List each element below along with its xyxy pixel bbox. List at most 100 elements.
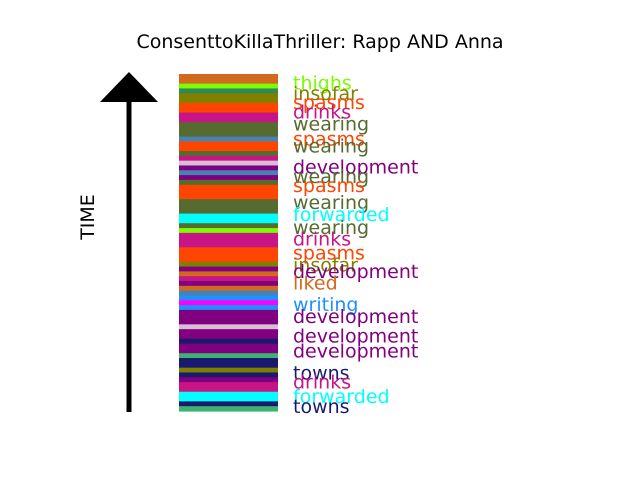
- band-label-wearing: wearing: [293, 166, 369, 188]
- band-label-drinks: drinks: [293, 228, 351, 250]
- band-spasms: [179, 102, 278, 109]
- band-drinks: [179, 382, 278, 388]
- band-development: [179, 175, 278, 181]
- band-towns: [179, 358, 278, 364]
- band-spasms: [179, 141, 278, 147]
- band-thighs: [179, 228, 278, 234]
- band-wearing: [179, 126, 278, 133]
- band-label-development: development: [293, 306, 418, 328]
- band-liked: [179, 74, 278, 80]
- band-wearing: [179, 151, 278, 157]
- band-spasms: [179, 194, 278, 200]
- band-strip: [179, 74, 278, 412]
- band-insofar: [179, 367, 278, 374]
- band-label-spasms: spasms: [293, 243, 365, 265]
- band-writing: [179, 305, 278, 311]
- band-forwarded: [179, 213, 278, 220]
- band-drinks: [179, 112, 278, 118]
- band-spasms: [179, 252, 278, 258]
- band-spasms: [179, 256, 278, 263]
- band-label-insofar: insofar: [293, 83, 358, 105]
- band-insofar: [179, 261, 278, 268]
- band-label-wearing: wearing: [293, 217, 369, 239]
- band-label-writing: writing: [293, 294, 358, 316]
- band-development: [179, 266, 278, 272]
- band-label-drinks: drinks: [293, 372, 351, 394]
- band-misc3: [179, 406, 278, 412]
- time-arrow-head: [100, 72, 158, 102]
- band-liked: [179, 78, 278, 85]
- band-writing: [179, 295, 278, 301]
- band-development: [179, 165, 278, 171]
- band-label-spasms: spasms: [293, 128, 365, 150]
- band-label-wearing: wearing: [293, 114, 369, 136]
- band-spasms: [179, 107, 278, 114]
- band-towns: [179, 401, 278, 407]
- band-wearing: [179, 203, 278, 210]
- band-forwarded: [179, 218, 278, 224]
- band-label-forwarded: forwarded: [293, 386, 390, 408]
- band-drinks: [179, 242, 278, 248]
- band-label-wearing: wearing: [293, 192, 369, 214]
- band-misc5: [179, 324, 278, 330]
- band-development: [179, 333, 278, 340]
- band-forwarded: [179, 391, 278, 398]
- band-development: [179, 377, 278, 383]
- band-wearing: [179, 223, 278, 229]
- band-spasms: [179, 247, 278, 253]
- chart-title: ConsenttoKillaThriller: Rapp AND Anna: [136, 31, 504, 53]
- band-labels: thighsinsofarspasmsdrinkswearingspasmswe…: [293, 72, 418, 418]
- band-misc3: [179, 353, 278, 359]
- band-label-development: development: [293, 261, 418, 283]
- band-drinks: [179, 117, 278, 123]
- band-misc4: [179, 300, 278, 306]
- band-development: [179, 319, 278, 325]
- band-development: [179, 309, 278, 316]
- band-drinks: [179, 155, 278, 162]
- band-forwarded: [179, 396, 278, 402]
- band-label-development: development: [293, 341, 418, 363]
- band-insofar: [179, 98, 278, 104]
- band-label-liked: liked: [293, 273, 338, 295]
- band-label-towns: towns: [293, 396, 350, 418]
- band-wearing: [179, 179, 278, 186]
- band-towns: [179, 338, 278, 345]
- band-label-insofar: insofar: [293, 255, 358, 277]
- band-label-development: development: [293, 326, 418, 348]
- band-label-wearing: wearing: [293, 135, 369, 157]
- band-development: [179, 343, 278, 350]
- band-development: [179, 329, 278, 335]
- band-wearing: [179, 122, 278, 128]
- band-spasms: [179, 146, 278, 152]
- band-thighs: [179, 83, 278, 90]
- band-towns: [179, 372, 278, 378]
- band-liked: [179, 285, 278, 292]
- band-misc1: [179, 136, 278, 142]
- band-wearing: [179, 199, 278, 205]
- band-misc2: [179, 88, 278, 94]
- band-drinks: [179, 237, 278, 244]
- band-label-spasms: spasms: [293, 92, 365, 114]
- band-wearing: [179, 208, 278, 215]
- band-wearing: [179, 131, 278, 138]
- band-label-spasms: spasms: [293, 175, 365, 197]
- band-misc5: [179, 160, 278, 167]
- band-development: [179, 348, 278, 354]
- band-drinks: [179, 276, 278, 282]
- band-label-drinks: drinks: [293, 102, 351, 124]
- band-label-thighs: thighs: [293, 72, 352, 94]
- band-development: [179, 314, 278, 321]
- band-drinks: [179, 232, 278, 239]
- band-misc1: [179, 170, 278, 176]
- band-label-towns: towns: [293, 362, 350, 384]
- band-drinks: [179, 386, 278, 393]
- band-liked: [179, 271, 278, 277]
- band-spasms: [179, 184, 278, 191]
- band-development: [179, 281, 278, 287]
- band-towns: [179, 362, 278, 369]
- band-misc1: [179, 290, 278, 297]
- band-label-development: development: [293, 156, 418, 178]
- band-insofar: [179, 93, 278, 99]
- band-spasms: [179, 189, 278, 195]
